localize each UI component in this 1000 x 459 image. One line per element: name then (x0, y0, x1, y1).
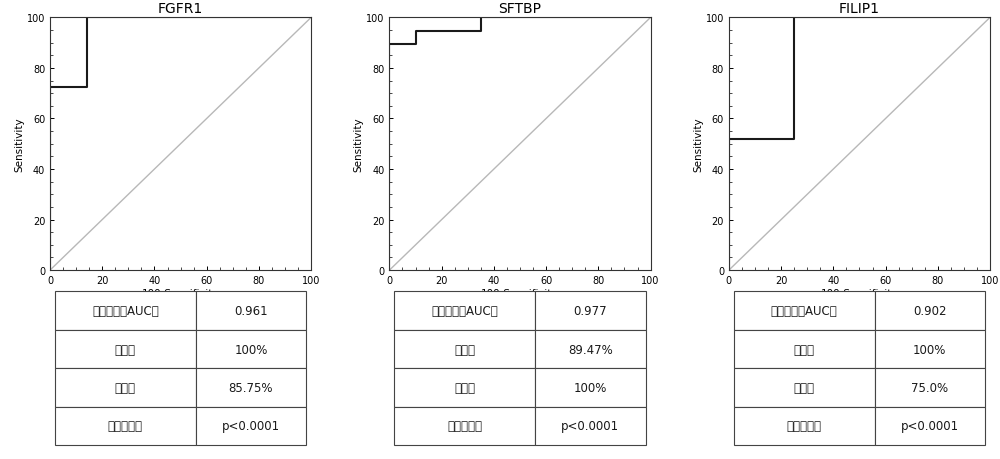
Text: 100%: 100% (234, 343, 268, 356)
Y-axis label: Sensitivity: Sensitivity (353, 117, 363, 172)
Bar (55, 407, 196, 445)
Text: p<0.0001: p<0.0001 (561, 420, 619, 432)
Text: p<0.0001: p<0.0001 (222, 420, 280, 432)
Text: 线下面积（AUC）: 线下面积（AUC） (92, 304, 159, 317)
Y-axis label: Sensitivity: Sensitivity (14, 117, 24, 172)
Text: 0.977: 0.977 (573, 304, 607, 317)
Bar (734, 292, 875, 330)
Bar (535, 292, 646, 330)
Bar (535, 369, 646, 407)
Text: 100%: 100% (574, 381, 607, 394)
Title: FILIP1: FILIP1 (839, 2, 880, 16)
Title: FGFR1: FGFR1 (158, 2, 203, 16)
Bar (196, 407, 306, 445)
Title: SFTBP: SFTBP (498, 2, 542, 16)
Bar (394, 407, 535, 445)
Y-axis label: Sensitivity: Sensitivity (693, 117, 703, 172)
Text: 显著性差异: 显著性差异 (447, 420, 482, 432)
Text: 89.47%: 89.47% (568, 343, 613, 356)
X-axis label: 100-Specificity: 100-Specificity (821, 288, 898, 298)
Bar (535, 407, 646, 445)
Text: 灵敏度: 灵敏度 (115, 343, 136, 356)
Bar (734, 407, 875, 445)
Bar (394, 292, 535, 330)
Bar (875, 369, 985, 407)
Text: p<0.0001: p<0.0001 (901, 420, 959, 432)
Bar (196, 330, 306, 369)
Text: 显著性差异: 显著性差异 (108, 420, 143, 432)
Text: 特异性: 特异性 (454, 381, 475, 394)
Text: 线下面积（AUC）: 线下面积（AUC） (771, 304, 838, 317)
Bar (55, 292, 196, 330)
Text: 0.902: 0.902 (913, 304, 947, 317)
Text: 灵敏度: 灵敏度 (454, 343, 475, 356)
Bar (394, 369, 535, 407)
Text: 灵敏度: 灵敏度 (794, 343, 815, 356)
Bar (394, 330, 535, 369)
Bar (196, 369, 306, 407)
Text: 75.0%: 75.0% (911, 381, 948, 394)
X-axis label: 100-Specificity: 100-Specificity (481, 288, 559, 298)
Text: 85.75%: 85.75% (229, 381, 273, 394)
Text: 特异性: 特异性 (794, 381, 815, 394)
Text: 显著性差异: 显著性差异 (787, 420, 822, 432)
Text: 线下面积（AUC）: 线下面积（AUC） (431, 304, 498, 317)
Bar (55, 330, 196, 369)
Text: 100%: 100% (913, 343, 946, 356)
Bar (875, 407, 985, 445)
Text: 0.961: 0.961 (234, 304, 268, 317)
Bar (734, 330, 875, 369)
Text: 特异性: 特异性 (115, 381, 136, 394)
Bar (875, 330, 985, 369)
Bar (734, 369, 875, 407)
Bar (55, 369, 196, 407)
X-axis label: 100-Specificity: 100-Specificity (142, 288, 219, 298)
Bar (196, 292, 306, 330)
Bar (535, 330, 646, 369)
Bar (875, 292, 985, 330)
